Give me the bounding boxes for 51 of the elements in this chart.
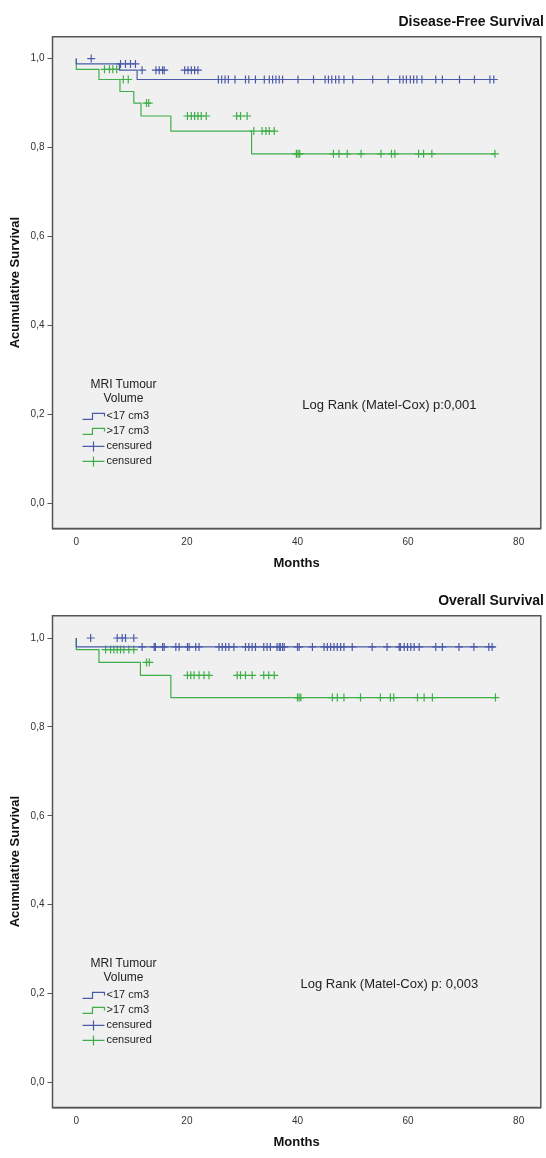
y-tick-label: 0,0 [30, 1076, 45, 1088]
y-tick-label: 0,4 [30, 898, 45, 910]
y-tick-label: 0,0 [30, 497, 45, 509]
x-tick-label: 60 [402, 536, 415, 548]
x-tick-label: 60 [402, 1115, 415, 1127]
y-tick-label: 0,8 [30, 141, 45, 153]
y-tick-label: 0,2 [30, 408, 45, 420]
legend-label: censured [106, 1018, 152, 1031]
x-axis-title: Months [273, 554, 320, 570]
y-tick-label: 1,0 [30, 631, 45, 643]
legend-title: MRI Tumour Volume [90, 955, 157, 984]
x-tick-label: 40 [291, 1115, 304, 1127]
legend-title: MRI Tumour Volume [90, 376, 157, 405]
y-tick-label: 0,6 [30, 230, 45, 242]
point [120, 633, 131, 643]
y-tick-label: 0,4 [30, 319, 45, 331]
y-tick-label: 0,6 [30, 809, 45, 821]
legend-label: censured [106, 454, 152, 467]
x-axis-title: Months [273, 1133, 320, 1149]
x-tick-label: 80 [513, 1115, 525, 1127]
chart-title: Disease-Free Survival [398, 13, 544, 30]
legend-label: <17 cm3 [106, 409, 149, 422]
point [269, 126, 279, 136]
point [249, 126, 259, 136]
point [201, 111, 211, 121]
x-tick-label: 0 [73, 536, 80, 548]
legend-label: <17 cm3 [106, 988, 149, 1001]
x-tick-label: 20 [181, 1115, 193, 1127]
y-tick-label: 1,0 [30, 52, 45, 64]
point [247, 670, 257, 680]
chart-title: Overall Survival [438, 592, 544, 609]
point [129, 633, 139, 643]
annotation: Log Rank (Matel-Cox) p:0,001 [302, 397, 477, 413]
y-tick-label: 0,2 [30, 987, 45, 999]
y-axis-title: Acumulative Survival [7, 216, 23, 349]
x-tick-label: 80 [513, 536, 525, 548]
legend-label: censured [106, 439, 152, 452]
x-tick-label: 20 [181, 536, 193, 548]
legend-label: >17 cm3 [106, 424, 149, 437]
point [242, 111, 252, 121]
x-tick-label: 0 [73, 1115, 80, 1127]
x-tick-label: 40 [291, 536, 304, 548]
legend-label: >17 cm3 [106, 1003, 149, 1016]
y-tick-label: 0,8 [30, 720, 45, 732]
y-axis-title: Acumulative Survival [7, 795, 23, 928]
point [204, 670, 214, 680]
point [86, 633, 96, 643]
point [130, 59, 141, 69]
point [137, 65, 147, 75]
annotation: Log Rank (Matel-Cox) p: 0,003 [300, 976, 479, 992]
legend-label: censured [106, 1033, 152, 1046]
